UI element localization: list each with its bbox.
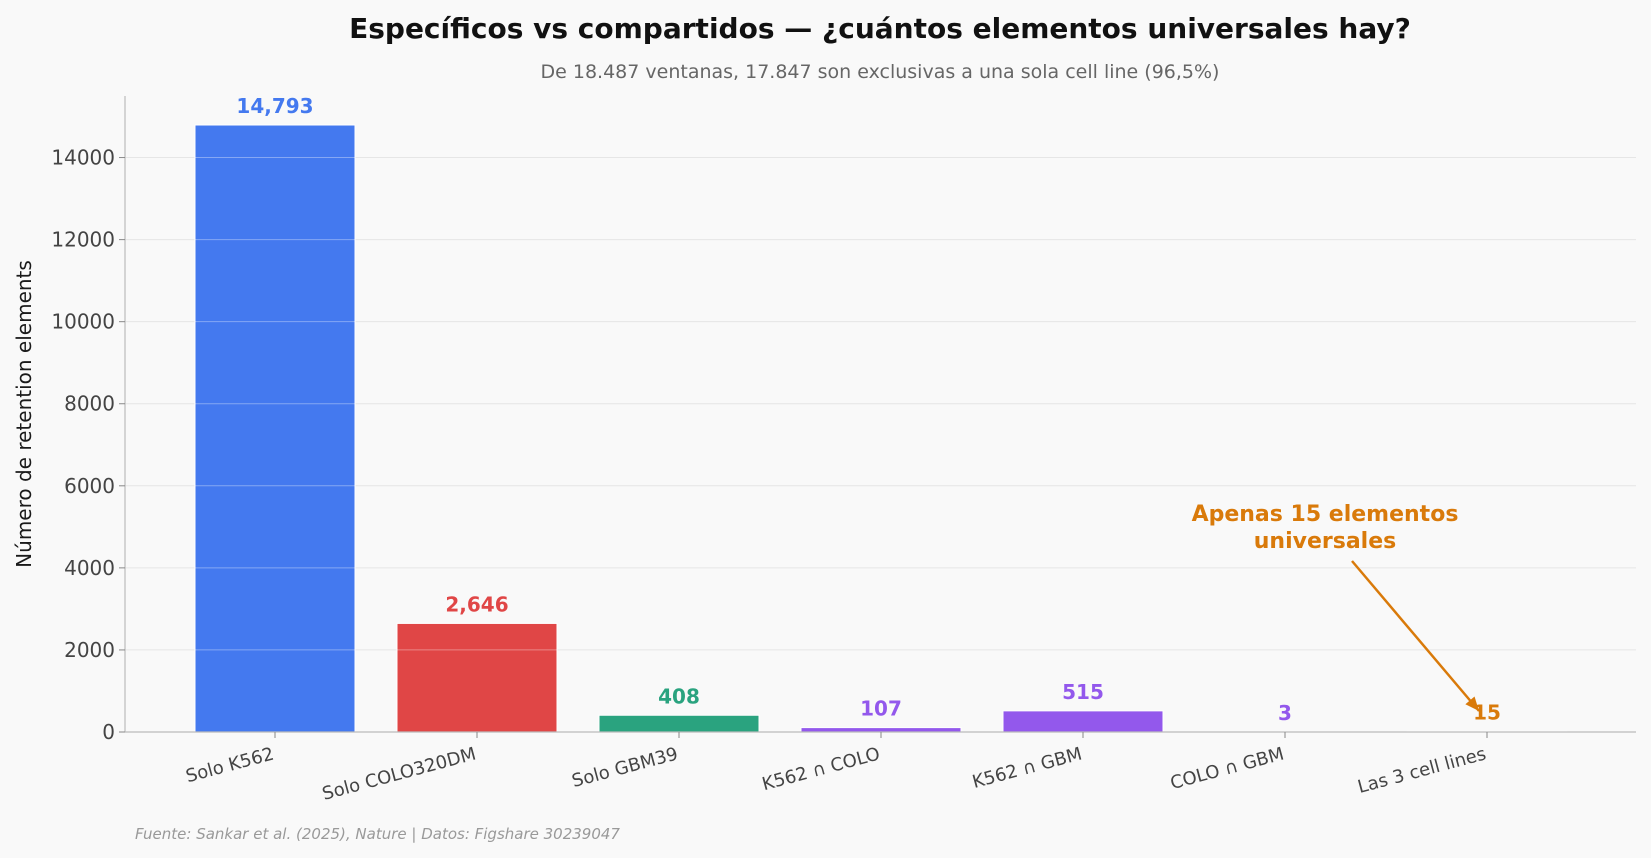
annotation: Apenas 15 elementos universales [1192,502,1480,712]
source-note: Fuente: Sankar et al. (2025), Nature | D… [135,825,620,843]
bar [194,124,356,733]
value-label: 515 [1062,680,1104,704]
y-ticks: 0 2000 4000 6000 8000 10000 12000 14000 [51,146,125,744]
value-label: 2,646 [445,592,508,616]
annotation-arrow-head [1465,696,1479,711]
y-tick-label: 0 [102,720,115,744]
annotation-line-2: universales [1254,529,1396,554]
bar [396,622,558,733]
y-axis-label: Número de retention elements [12,260,36,568]
y-tick-label: 12000 [51,228,115,252]
gridlines [125,157,1636,651]
y-tick-label: 8000 [64,392,115,416]
y-tick-label: 2000 [64,638,115,662]
annotation-line-1: Apenas 15 elementos [1192,502,1459,527]
chart-title: Específicos vs compartidos — ¿cuántos el… [349,12,1411,45]
value-label: 15 [1473,700,1501,724]
value-label: 14,793 [236,94,313,118]
bars [194,124,1568,733]
y-tick-label: 14000 [51,146,115,170]
value-label: 3 [1278,701,1292,725]
chart-subtitle: De 18.487 ventanas, 17.847 son exclusiva… [541,61,1220,83]
value-label: 408 [658,684,700,708]
y-tick-label: 4000 [64,556,115,580]
y-tick-label: 6000 [64,474,115,498]
y-tick-label: 10000 [51,310,115,334]
bar [598,714,760,733]
value-label: 107 [860,697,902,721]
value-labels: 14,793 2,646 408 107 515 3 15 [236,94,1501,725]
bar [800,727,962,733]
annotation-arrow [1351,560,1480,712]
bar [1002,710,1164,733]
